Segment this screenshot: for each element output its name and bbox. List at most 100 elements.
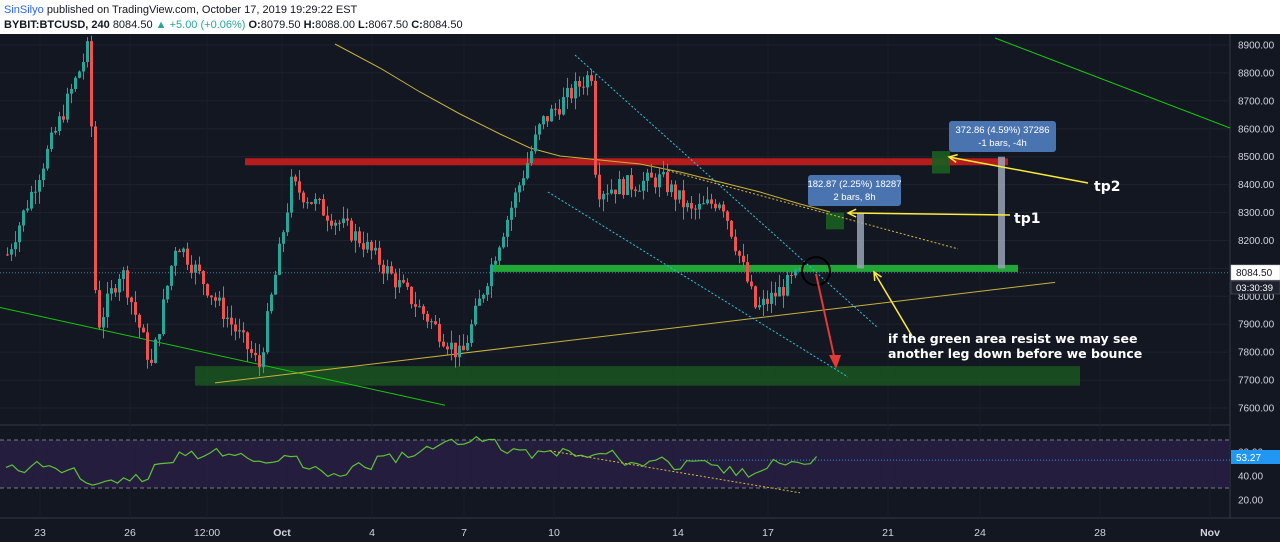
red-arrow-head — [829, 354, 841, 369]
low-label: L: — [358, 19, 369, 31]
lower-support-zone — [195, 366, 1080, 386]
candle-body — [178, 250, 181, 253]
candle-body — [738, 251, 741, 256]
open-label: O: — [248, 19, 261, 31]
candle-body — [490, 264, 493, 287]
candle-body — [230, 317, 233, 325]
candle-body — [346, 218, 349, 221]
candle-body — [150, 359, 153, 363]
measure-box-2[interactable]: 372.86 (4.59%) 37286 -1 bars, -4h — [949, 121, 1056, 152]
candle-body — [298, 181, 301, 193]
candle-body — [182, 248, 185, 253]
tp2-label: tp2 — [1094, 179, 1120, 195]
candle-body — [442, 341, 445, 347]
candle-body — [654, 177, 657, 188]
time-tick-label: 12:00 — [194, 527, 220, 539]
candle-body — [558, 109, 561, 115]
price-chart[interactable]: 8900.00 8800.00 8700.00 8600.00 8500.00 8400.… — [0, 34, 1280, 542]
time-tick-label: 23 — [34, 527, 46, 539]
candle-body — [462, 345, 465, 351]
candle-body — [794, 269, 797, 276]
note-arrow-head — [873, 270, 882, 282]
price-tick-label: 8400.00 — [1238, 180, 1275, 191]
candle-body — [406, 282, 409, 287]
candle-body — [142, 327, 145, 333]
candle-body — [302, 192, 305, 203]
candle-body — [706, 199, 709, 204]
publish-info: published on TradingView.com, October 17… — [46, 4, 358, 16]
candle-body — [398, 280, 401, 288]
candle-body — [358, 231, 361, 244]
candle-body — [98, 290, 101, 328]
price-tick-label: 8900.00 — [1238, 41, 1275, 52]
candle-body — [670, 184, 673, 193]
candle-body — [62, 116, 65, 120]
candle-body — [590, 75, 593, 81]
candle-body — [102, 317, 105, 328]
candle-body — [722, 204, 725, 212]
candle-body — [578, 81, 581, 87]
time-axis[interactable]: 23 26 12:00 Oct 4 7 10 14 17 21 24 28 Nov — [34, 527, 1220, 539]
candle-body — [702, 203, 705, 205]
rsi-pane — [0, 435, 1230, 494]
rsi-line — [5, 435, 818, 486]
up-arrow-icon: ▲ — [155, 19, 167, 31]
candle-body — [418, 306, 421, 308]
candle-body — [42, 168, 45, 181]
time-tick-label: Oct — [273, 527, 291, 539]
candle-body — [494, 260, 497, 265]
candle-body — [286, 212, 289, 233]
candle-body — [598, 174, 601, 200]
candle-body — [502, 236, 505, 248]
candle-body — [202, 271, 205, 285]
candle-body — [50, 132, 53, 149]
candle-body — [306, 202, 309, 204]
candle-body — [446, 346, 449, 350]
candle-body — [602, 193, 605, 200]
close-value: 8084.50 — [422, 19, 463, 31]
candle-body — [658, 174, 661, 188]
candle-body — [342, 218, 345, 224]
candle-body — [122, 270, 125, 279]
measure-1-line1: 182.87 (2.25%) 18287 — [807, 179, 901, 190]
candle-body — [378, 247, 381, 265]
candle-body — [770, 292, 773, 304]
candle-body — [278, 243, 281, 275]
candle-body — [410, 286, 413, 305]
candle-body — [518, 185, 521, 193]
candle-body — [66, 93, 69, 120]
candle-body — [238, 330, 241, 332]
candle-body — [470, 324, 473, 343]
price-tick-label: 7900.00 — [1238, 320, 1275, 331]
candle-body — [194, 264, 197, 273]
candle-body — [206, 284, 209, 296]
candle-body — [662, 172, 665, 175]
time-tick-label: 4 — [369, 527, 375, 539]
candle-body — [762, 298, 765, 306]
candle-body — [742, 255, 745, 263]
tp2-measure-bar — [998, 156, 1005, 269]
candle-body — [754, 286, 757, 308]
candle-body — [174, 250, 177, 266]
measure-box-1[interactable]: 182.87 (2.25%) 18287 2 bars, 8h — [807, 175, 902, 206]
candle-body — [478, 298, 481, 306]
candle-body — [650, 172, 653, 178]
candles — [6, 35, 801, 377]
price-tick-label: 8000.00 — [1238, 292, 1275, 303]
red-arrow — [815, 273, 836, 361]
candle-body — [290, 176, 293, 213]
candle-body — [86, 41, 89, 63]
candle-body — [430, 321, 433, 323]
time-tick-label: 26 — [124, 527, 136, 539]
author-name[interactable]: SinSilyo — [4, 4, 44, 16]
candle-body — [678, 190, 681, 200]
candle-body — [6, 254, 9, 256]
candle-body — [646, 172, 649, 181]
candle-body — [82, 62, 85, 72]
candle-body — [246, 332, 249, 350]
measure-2-line2: -1 bars, -4h — [978, 138, 1027, 149]
candle-body — [10, 249, 13, 255]
candle-body — [14, 242, 17, 250]
candle-body — [562, 97, 565, 115]
candle-body — [314, 199, 317, 204]
